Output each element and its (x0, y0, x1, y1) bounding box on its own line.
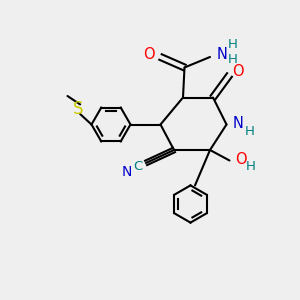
Text: O: O (232, 64, 244, 79)
Text: C: C (134, 160, 142, 173)
Text: N: N (122, 165, 132, 179)
Text: N: N (233, 116, 244, 131)
Text: H: H (246, 160, 256, 173)
Text: H: H (228, 53, 238, 66)
Text: H: H (245, 124, 255, 138)
Text: N: N (217, 47, 227, 62)
Text: O: O (235, 152, 247, 166)
Text: S: S (73, 100, 83, 118)
Text: O: O (143, 47, 155, 62)
Text: H: H (228, 38, 238, 51)
